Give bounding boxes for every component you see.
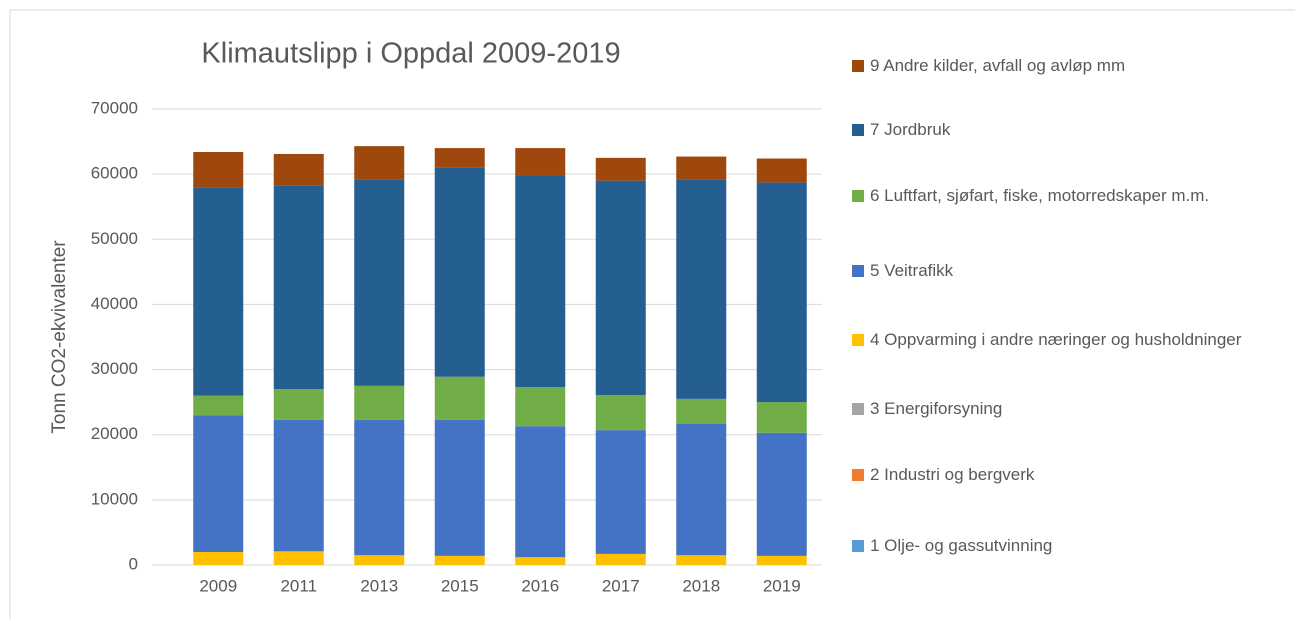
legend-swatch [852, 60, 864, 72]
legend-swatch [852, 124, 864, 136]
bar-segment [515, 148, 566, 176]
bar-segment [434, 167, 485, 377]
bar-segment [273, 419, 324, 552]
legend-swatch [852, 540, 864, 552]
bar-segment [193, 395, 244, 416]
bar-segment [354, 419, 405, 556]
y-tick-label: 50000 [91, 229, 138, 248]
bar-segment [676, 156, 727, 180]
x-tick-label: 2019 [763, 576, 801, 595]
legend-item: 1 Olje- og gassutvinning [852, 533, 1292, 559]
legend-label: 2 Industri og bergverk [870, 465, 1035, 484]
legend-label: 1 Olje- og gassutvinning [870, 536, 1053, 555]
bar-segment [193, 551, 244, 565]
bar-segment [595, 180, 646, 395]
legend-label: 7 Jordbruk [870, 120, 951, 139]
bar-segment [676, 398, 727, 424]
x-tick-label: 2018 [682, 576, 720, 595]
bar-segment [515, 426, 566, 558]
x-tick-label: 2011 [280, 576, 317, 595]
bar-segment [354, 146, 405, 180]
bar-segment [273, 153, 324, 186]
bar-segment [434, 148, 485, 168]
bar-segment [193, 415, 244, 552]
y-tick-label: 10000 [91, 489, 138, 508]
x-tick-label: 2013 [360, 576, 398, 595]
x-tick-label: 2015 [441, 576, 479, 595]
legend-item: 2 Industri og bergverk [852, 462, 1292, 488]
bar-segment [756, 555, 807, 565]
bar-segment [273, 551, 324, 565]
bar-segment [756, 182, 807, 403]
x-tick-label: 2009 [199, 576, 237, 595]
bar-segment [354, 385, 405, 420]
bar-segment [193, 151, 244, 188]
legend-label: 6 Luftfart, sjøfart, fiske, motorredskap… [870, 186, 1210, 205]
legend-swatch [852, 190, 864, 202]
legend-swatch [852, 334, 864, 346]
x-tick-label: 2017 [602, 576, 640, 595]
legend-label: 3 Energiforsyning [870, 399, 1003, 418]
x-tick-label: 2016 [521, 576, 559, 595]
legend-item: 5 Veitrafikk [852, 258, 1292, 284]
legend-swatch [852, 403, 864, 415]
chart-title: Klimautslipp i Oppdal 2009-2019 [201, 38, 620, 70]
bar-segment [756, 432, 807, 556]
legend-item: 7 Jordbruk [852, 117, 1292, 143]
y-axis-label: Tonn CO2-ekvivalenter [49, 240, 70, 434]
legend-item: 3 Energiforsyning [852, 396, 1292, 422]
bar-segment [515, 557, 566, 565]
bar-segment [676, 423, 727, 556]
bar-segment [434, 555, 485, 565]
legend-swatch [852, 265, 864, 277]
y-tick-label: 60000 [91, 164, 138, 183]
bar-segment [676, 555, 727, 565]
y-tick-label: 0 [129, 554, 138, 573]
bar-segment [434, 419, 485, 556]
y-tick-label: 30000 [91, 359, 138, 378]
bar-segment [595, 553, 646, 565]
bar-segment [354, 179, 405, 386]
bar-segment [434, 376, 485, 420]
y-tick-label: 40000 [91, 294, 138, 313]
legend-label: 4 Oppvarming i andre næringer og hushold… [870, 330, 1242, 349]
bar-segment [595, 157, 646, 181]
legend-swatch [852, 469, 864, 481]
bar-segment [595, 430, 646, 554]
chart-border [9, 9, 1295, 619]
bar-segment [595, 394, 646, 431]
bar-segment [756, 158, 807, 183]
bar-segment [515, 175, 566, 388]
y-tick-label: 20000 [91, 424, 138, 443]
legend-item: 6 Luftfart, sjøfart, fiske, motorredskap… [852, 183, 1292, 209]
bar-segment [756, 402, 807, 433]
bar-segment [193, 187, 244, 396]
bar-segment [354, 555, 405, 565]
legend-label: 9 Andre kilder, avfall og avløp mm [870, 56, 1126, 75]
legend-item: 4 Oppvarming i andre næringer og hushold… [852, 327, 1292, 353]
legend-item: 9 Andre kilder, avfall og avløp mm [852, 53, 1292, 79]
bar-segment [273, 185, 324, 390]
legend-label: 5 Veitrafikk [870, 261, 954, 280]
y-tick-label: 70000 [91, 98, 138, 117]
bar-segment [676, 179, 727, 399]
bar-segment [515, 387, 566, 427]
bar-segment [273, 389, 324, 420]
